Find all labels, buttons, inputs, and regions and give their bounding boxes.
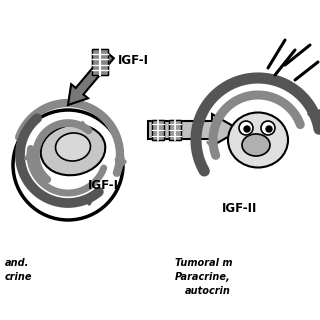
Text: Paracrine,: Paracrine, xyxy=(175,272,231,282)
Ellipse shape xyxy=(242,134,270,156)
Bar xyxy=(152,120,164,140)
Text: IGF-I: IGF-I xyxy=(88,179,119,191)
Bar xyxy=(152,120,164,140)
FancyArrow shape xyxy=(68,52,114,105)
Ellipse shape xyxy=(41,125,105,175)
Text: and.: and. xyxy=(5,258,29,268)
Bar xyxy=(92,49,108,75)
Text: autocrin: autocrin xyxy=(185,286,231,296)
FancyArrow shape xyxy=(148,114,240,146)
Text: IGF-I: IGF-I xyxy=(118,53,149,67)
Text: Tumoral m: Tumoral m xyxy=(175,258,233,268)
Ellipse shape xyxy=(56,133,91,161)
Text: IGF-II: IGF-II xyxy=(222,202,257,214)
Circle shape xyxy=(244,126,250,132)
Bar xyxy=(169,120,181,140)
Bar xyxy=(169,120,181,140)
Circle shape xyxy=(261,121,275,135)
Bar xyxy=(92,49,108,75)
Circle shape xyxy=(266,126,272,132)
Text: crine: crine xyxy=(5,272,33,282)
Ellipse shape xyxy=(228,113,288,167)
Circle shape xyxy=(239,121,253,135)
